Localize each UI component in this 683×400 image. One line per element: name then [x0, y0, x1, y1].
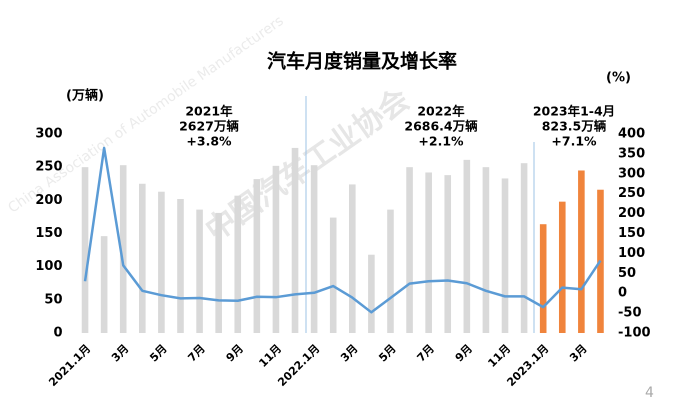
- x-tick-label: 2023.1月: [504, 342, 551, 389]
- bar: [501, 178, 509, 333]
- y2-tick-label: 150: [618, 226, 645, 241]
- x-tick-label: 3月: [109, 342, 131, 364]
- y2-tick-label: 50: [618, 266, 636, 281]
- y-tick-label: 0: [53, 326, 62, 341]
- bar: [463, 159, 471, 333]
- bar: [444, 175, 452, 333]
- annotation: 823.5万辆: [542, 119, 607, 134]
- y2-tick-label: 350: [618, 146, 645, 161]
- x-tick-label: 3月: [338, 342, 360, 364]
- bar: [387, 209, 394, 333]
- bar: [368, 254, 375, 333]
- y-tick-label: 200: [35, 193, 62, 208]
- bar: [425, 172, 432, 333]
- page-number: 4: [645, 385, 654, 400]
- y2-tick-label: 250: [618, 186, 645, 201]
- annotation: +2.1%: [418, 134, 464, 149]
- x-tick-label: 7月: [185, 342, 207, 364]
- bar: [291, 147, 299, 333]
- bar: [177, 199, 184, 333]
- annotation: 2021年: [185, 104, 233, 119]
- y-tick-label: 300: [35, 127, 62, 142]
- bar: [406, 167, 413, 333]
- y-tick-label: 50: [44, 292, 62, 307]
- y-tick-label: 100: [35, 259, 62, 274]
- bar: [215, 212, 222, 333]
- y-tick-label: 150: [35, 226, 62, 241]
- y2-tick-label: 400: [618, 127, 645, 142]
- annotation: 2686.4万辆: [404, 119, 478, 134]
- x-tick-label: 9月: [453, 342, 475, 364]
- bar: [100, 236, 108, 333]
- bar: [482, 167, 490, 333]
- bar: [158, 191, 165, 333]
- x-tick-label: 5月: [147, 342, 169, 364]
- line: [83, 146, 602, 314]
- bar: [558, 201, 566, 333]
- bar: [196, 209, 203, 333]
- bar: [578, 170, 585, 333]
- y2-tick-label: -100: [618, 326, 651, 341]
- annotation: 2023年1-4月: [533, 104, 615, 119]
- y2-tick-label: 300: [618, 166, 645, 181]
- y-axis-label: (万辆): [66, 88, 104, 104]
- y2-tick-label: 100: [618, 246, 645, 261]
- bar: [253, 179, 261, 333]
- bar: [310, 165, 318, 333]
- annotation: 2022年: [417, 104, 465, 119]
- bar: [539, 224, 547, 333]
- annotation: +3.8%: [186, 134, 232, 149]
- bar: [139, 183, 146, 333]
- y2-tick-label: 0: [618, 286, 627, 301]
- x-tick-label: 2021.1月: [46, 342, 93, 389]
- x-tick-label: 2022.1月: [275, 342, 322, 389]
- x-tick-label: 11月: [256, 342, 284, 370]
- bar: [81, 167, 89, 333]
- x-tick-label: 9月: [224, 342, 246, 364]
- x-tick-label: 5月: [376, 342, 398, 364]
- bar: [119, 165, 127, 333]
- chart-title: 汽车月度销量及增长率: [267, 50, 457, 73]
- y2-tick-label: 200: [618, 206, 645, 221]
- bar: [234, 195, 242, 333]
- x-tick-label: 3月: [567, 342, 589, 364]
- y2-axis-label: (%): [606, 71, 631, 86]
- annotation: 2627万辆: [179, 119, 239, 134]
- y-tick-label: 250: [35, 160, 62, 175]
- bar: [520, 163, 528, 333]
- annotation: +7.1%: [551, 134, 597, 149]
- x-tick-label: 11月: [485, 342, 513, 370]
- y2-tick-label: -50: [618, 306, 642, 321]
- bar: [329, 217, 337, 333]
- bar: [272, 165, 280, 333]
- watermark-text: China Association of Automobile Manufact…: [5, 13, 286, 217]
- x-tick-label: 7月: [415, 342, 437, 364]
- bar: [348, 184, 356, 333]
